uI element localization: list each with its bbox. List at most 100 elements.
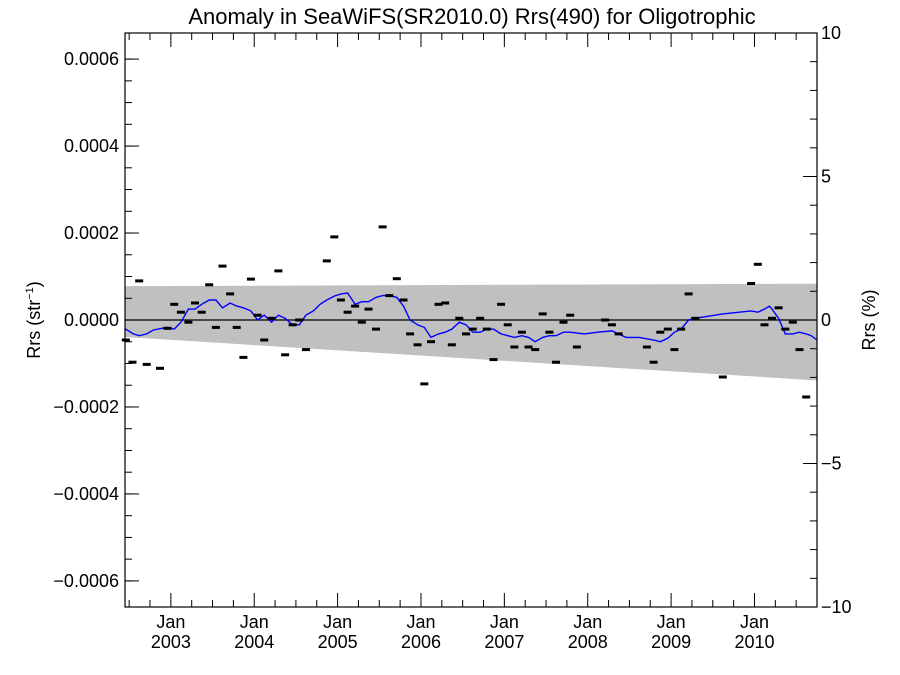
x-tick-year-3: 2006 — [401, 632, 441, 652]
data-point-18 — [253, 313, 262, 317]
data-point-29 — [343, 310, 352, 314]
y-right-tick-label-3: −5 — [821, 454, 842, 474]
data-point-44 — [447, 343, 456, 347]
x-tick-month-7: Jan — [740, 612, 769, 632]
plot-area — [121, 32, 818, 608]
data-point-8 — [184, 320, 193, 324]
data-point-66 — [642, 345, 651, 349]
data-point-80 — [781, 327, 790, 331]
data-point-20 — [267, 316, 276, 320]
data-point-42 — [434, 302, 443, 306]
chart-title: Anomaly in SeaWiFS(SR2010.0) Rrs(490) fo… — [188, 4, 755, 29]
data-point-48 — [476, 316, 485, 320]
x-tick-month-2: Jan — [323, 612, 352, 632]
y-axis-left: 0.0006 0.0004 0.0002 0.0000 −0.0002 −0.0004 −0… — [53, 49, 139, 591]
data-point-45 — [455, 316, 464, 320]
data-point-76 — [753, 262, 762, 266]
data-point-21 — [274, 269, 283, 273]
data-point-49 — [482, 327, 491, 331]
data-point-46 — [462, 332, 470, 336]
data-point-72 — [684, 292, 693, 296]
data-point-34 — [378, 225, 387, 229]
x-tick-year-0: 2003 — [151, 632, 191, 652]
y-right-tick-label-1: 5 — [821, 167, 831, 187]
y-axis-label-left-close: ) — [24, 281, 44, 287]
data-point-58 — [545, 330, 554, 334]
data-point-10 — [197, 310, 206, 314]
data-point-47 — [468, 327, 477, 331]
data-point-40 — [420, 382, 429, 386]
data-point-77 — [760, 323, 769, 327]
x-axis: Jan2003Jan2004Jan2005Jan2006Jan2007Jan20… — [128, 33, 818, 652]
data-point-33 — [372, 327, 380, 331]
data-point-24 — [295, 318, 304, 322]
x-tick-year-6: 2009 — [651, 632, 691, 652]
data-point-57 — [538, 312, 547, 316]
x-tick-year-7: 2010 — [734, 632, 774, 652]
data-point-51 — [497, 302, 505, 306]
x-tick-year-1: 2004 — [234, 632, 274, 652]
data-point-1 — [128, 360, 137, 364]
data-point-68 — [656, 330, 665, 334]
data-point-6 — [170, 302, 179, 306]
data-point-2 — [135, 279, 144, 283]
y-axis-label-left: Rrs (str−1) — [24, 281, 44, 359]
y-left-tick-label-3: 0.0000 — [64, 310, 119, 330]
data-point-69 — [663, 327, 672, 331]
data-point-41 — [427, 340, 435, 344]
data-point-30 — [351, 304, 360, 308]
data-point-17 — [246, 277, 255, 281]
data-point-54 — [517, 330, 526, 334]
data-point-59 — [552, 360, 560, 364]
data-point-15 — [232, 325, 241, 329]
y-left-tick-label-0: 0.0006 — [64, 49, 119, 69]
data-point-53 — [510, 345, 519, 349]
data-point-73 — [691, 316, 700, 320]
data-point-0 — [121, 338, 130, 342]
data-point-83 — [802, 395, 811, 399]
data-point-31 — [357, 320, 366, 324]
x-tick-month-3: Jan — [406, 612, 435, 632]
data-point-35 — [385, 294, 394, 298]
data-point-36 — [392, 277, 401, 281]
data-point-75 — [747, 282, 756, 285]
data-point-63 — [601, 318, 610, 322]
data-point-60 — [559, 320, 568, 324]
y-right-tick-label-0: 10 — [821, 23, 841, 43]
y-left-tick-label-5: −0.0004 — [53, 484, 119, 504]
data-point-37 — [399, 298, 408, 302]
y-left-tick-label-4: −0.0002 — [53, 397, 119, 417]
data-point-13 — [218, 264, 227, 268]
data-point-39 — [413, 343, 422, 347]
y-axis-right: 10 5 0 −5 −10 — [803, 23, 852, 617]
x-tick-month-4: Jan — [490, 612, 519, 632]
data-point-12 — [211, 325, 220, 329]
y-left-tick-label-1: 0.0004 — [64, 136, 119, 156]
data-point-23 — [288, 323, 297, 327]
y-axis-label-left-main: Rrs (str — [24, 300, 44, 359]
data-point-27 — [330, 235, 339, 239]
data-point-71 — [677, 327, 686, 331]
data-point-55 — [524, 345, 533, 349]
data-point-65 — [614, 332, 623, 336]
data-point-5 — [163, 326, 172, 330]
data-point-56 — [531, 348, 540, 352]
data-point-26 — [322, 259, 331, 263]
data-point-79 — [774, 306, 783, 310]
data-point-22 — [281, 353, 290, 357]
data-point-43 — [441, 301, 450, 305]
uncertainty-band — [125, 283, 817, 381]
data-point-67 — [649, 360, 658, 364]
data-point-3 — [142, 362, 151, 366]
y-right-tick-label-2: 0 — [821, 310, 831, 330]
data-point-61 — [566, 313, 575, 317]
data-point-64 — [607, 323, 616, 327]
data-point-16 — [239, 355, 248, 359]
x-tick-month-0: Jan — [156, 612, 185, 632]
x-tick-year-4: 2007 — [484, 632, 524, 652]
data-point-4 — [156, 366, 164, 370]
x-tick-year-2: 2005 — [318, 632, 358, 652]
y-left-tick-label-2: 0.0002 — [64, 223, 119, 243]
y-axis-label-right: Rrs (%) — [859, 290, 879, 351]
data-point-14 — [226, 292, 235, 296]
